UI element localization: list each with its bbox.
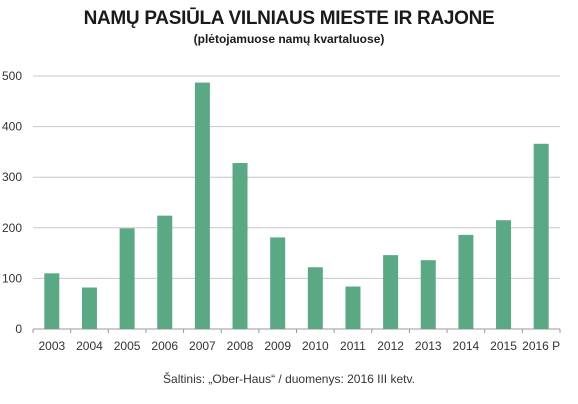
bar-2014	[458, 234, 474, 329]
y-tick-label: 500	[2, 69, 22, 83]
bar-2010	[307, 267, 323, 329]
source-note: Šaltinis: „Ober-Haus“ / duomenys: 2016 I…	[163, 372, 415, 386]
x-tick-label: 2013	[415, 339, 442, 353]
y-tick-label: 400	[2, 120, 22, 134]
x-tick-label: 2009	[264, 339, 291, 353]
x-tick-label: 2015	[490, 339, 517, 353]
bar-2015	[496, 220, 512, 329]
bar-2012	[383, 255, 399, 329]
bar-2016-p	[533, 143, 549, 329]
bar-2007	[194, 82, 210, 329]
x-tick-label: 2012	[377, 339, 404, 353]
x-tick-label: 2005	[114, 339, 141, 353]
x-axis-ticks: 2003 2004 2005 2006 2007 2008 2009 2010 2011 2012…	[32, 329, 561, 353]
chart-subtitle: (plėtojamuose namų kvartaluose)	[193, 32, 385, 46]
bar-2003	[44, 273, 60, 329]
bar-2006	[157, 215, 173, 329]
y-tick-label: 300	[2, 170, 22, 184]
x-tick-label: 2006	[151, 339, 178, 353]
y-tick-label: 100	[2, 271, 22, 285]
x-tick-label: 2016 P	[522, 339, 560, 353]
chart-title: NAMŲ PASIŪLA VILNIAUS MIESTE IR RAJONE	[83, 8, 495, 29]
x-tick-label: 2010	[302, 339, 329, 353]
bars	[44, 82, 549, 329]
x-tick-label: 2008	[227, 339, 254, 353]
bar-2009	[270, 237, 286, 329]
x-tick-label: 2003	[38, 339, 65, 353]
bar-2008	[232, 163, 248, 329]
gridlines	[33, 75, 560, 330]
bar-2011	[345, 286, 361, 329]
x-tick-label: 2014	[453, 339, 480, 353]
y-tick-label: 200	[2, 221, 22, 235]
bar-2005	[119, 228, 135, 329]
x-tick-label: 2004	[76, 339, 103, 353]
bar-2013	[420, 260, 436, 329]
x-tick-label: 2007	[189, 339, 216, 353]
bar-2004	[81, 287, 97, 329]
y-axis-ticks: 0 100 200 300 400 500	[2, 69, 22, 336]
x-tick-label: 2011	[340, 339, 366, 353]
y-tick-label: 0	[15, 322, 22, 336]
